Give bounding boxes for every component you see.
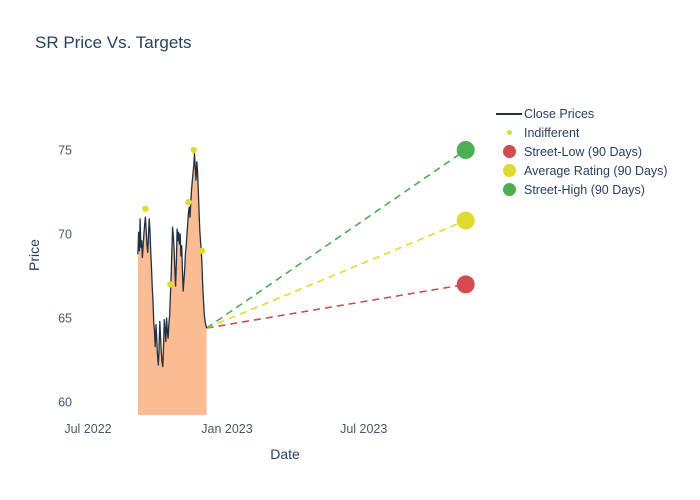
- legend-label: Street-High (90 Days): [524, 182, 645, 197]
- legend-label: Close Prices: [524, 106, 595, 121]
- legend-label: Indifferent: [524, 125, 580, 140]
- x-axis-title: Date: [270, 446, 300, 462]
- x-tick-label-jan-2023: Jan 2023: [201, 422, 252, 436]
- projection-line-average-rating-90-days: [206, 219, 467, 329]
- dot-swatch-icon: [494, 183, 524, 196]
- dot-swatch-icon: [494, 130, 524, 135]
- projection-line-street-high-90-days: [206, 149, 467, 329]
- chart-title: SR Price Vs. Targets: [35, 33, 192, 52]
- legend-item-close-prices[interactable]: Close Prices: [494, 104, 668, 123]
- legend-label: Street-Low (90 Days): [524, 144, 643, 159]
- legend-label: Average Rating (90 Days): [524, 163, 668, 178]
- street-high-90-days-dot: [456, 141, 475, 159]
- legend-item-indifferent[interactable]: Indifferent: [494, 123, 668, 142]
- y-tick-label-65: 65: [58, 312, 72, 326]
- y-tick-label-75: 75: [58, 144, 72, 158]
- legend: Close Prices Indifferent Street-Low (90 Da…: [494, 104, 668, 199]
- legend-item-street-low-90-days[interactable]: Street-Low (90 Days): [494, 142, 668, 161]
- average-rating-90-days-dot: [456, 211, 475, 230]
- dot-swatch-icon: [494, 164, 524, 177]
- indifferent-marker: [142, 205, 149, 212]
- x-tick-label-jul-2022: Jul 2022: [64, 422, 111, 436]
- x-tick-label-jul-2023: Jul 2023: [340, 422, 387, 436]
- dot-swatch-icon: [494, 145, 524, 158]
- indifferent-marker: [185, 198, 192, 206]
- close-prices-line: [137, 152, 208, 368]
- line-swatch-icon: [494, 112, 524, 115]
- indifferent-marker: [198, 247, 206, 254]
- y-tick-label-70: 70: [58, 228, 72, 242]
- indifferent-marker: [190, 146, 197, 154]
- projection-line-street-low-90-days: [206, 283, 466, 329]
- y-tick-label-60: 60: [58, 396, 72, 410]
- legend-item-average-rating-90-days[interactable]: Average Rating (90 Days): [494, 161, 668, 180]
- street-low-90-days-dot: [456, 275, 475, 294]
- indifferent-marker: [167, 281, 174, 288]
- legend-item-street-high-90-days[interactable]: Street-High (90 Days): [494, 180, 668, 199]
